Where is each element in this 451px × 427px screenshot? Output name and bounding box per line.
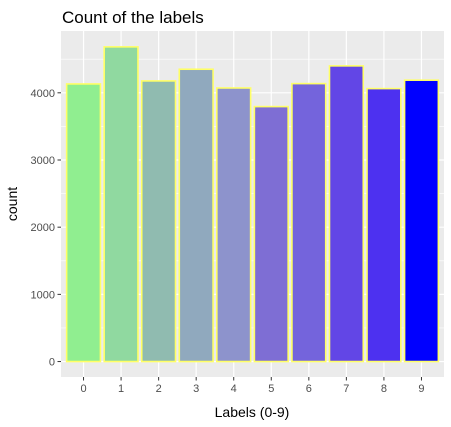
bar-8: [366, 87, 402, 363]
x-tick-label: 4: [231, 383, 237, 395]
x-tick-label: 9: [418, 383, 424, 395]
bar-3: [178, 68, 214, 363]
x-tick-label: 7: [343, 383, 349, 395]
x-tick-label: 3: [193, 383, 199, 395]
y-tick-label: 0: [49, 357, 55, 369]
bar-5: [253, 105, 289, 363]
bar-2: [140, 80, 177, 363]
bar-0: [65, 83, 102, 363]
bars: [65, 46, 440, 363]
x-tick-label: 8: [381, 383, 387, 395]
y-tick-label: 2000: [31, 222, 55, 234]
x-tick-label: 6: [306, 383, 312, 395]
y-tick-label: 4000: [31, 88, 55, 100]
chart-title: Count of the labels: [62, 8, 204, 27]
x-tick-label: 5: [268, 383, 274, 395]
y-axis-ticks: 0 1000 2000 3000 4000: [31, 88, 61, 369]
y-axis-title: count: [4, 187, 20, 221]
y-tick-label: 1000: [31, 289, 55, 301]
bar-9: [403, 79, 440, 363]
bar-7: [328, 65, 365, 363]
bar-6: [291, 82, 327, 363]
x-tick-label: 1: [118, 383, 124, 395]
x-axis-title: Labels (0-9): [215, 404, 290, 420]
x-tick-label: 2: [156, 383, 162, 395]
x-tick-label: 0: [80, 383, 86, 395]
x-axis-ticks: 0 1 2 3 4 5 6 7 8 9: [80, 377, 425, 395]
bar-1: [103, 46, 139, 363]
bar-4: [216, 87, 252, 363]
y-tick-label: 3000: [31, 155, 55, 167]
